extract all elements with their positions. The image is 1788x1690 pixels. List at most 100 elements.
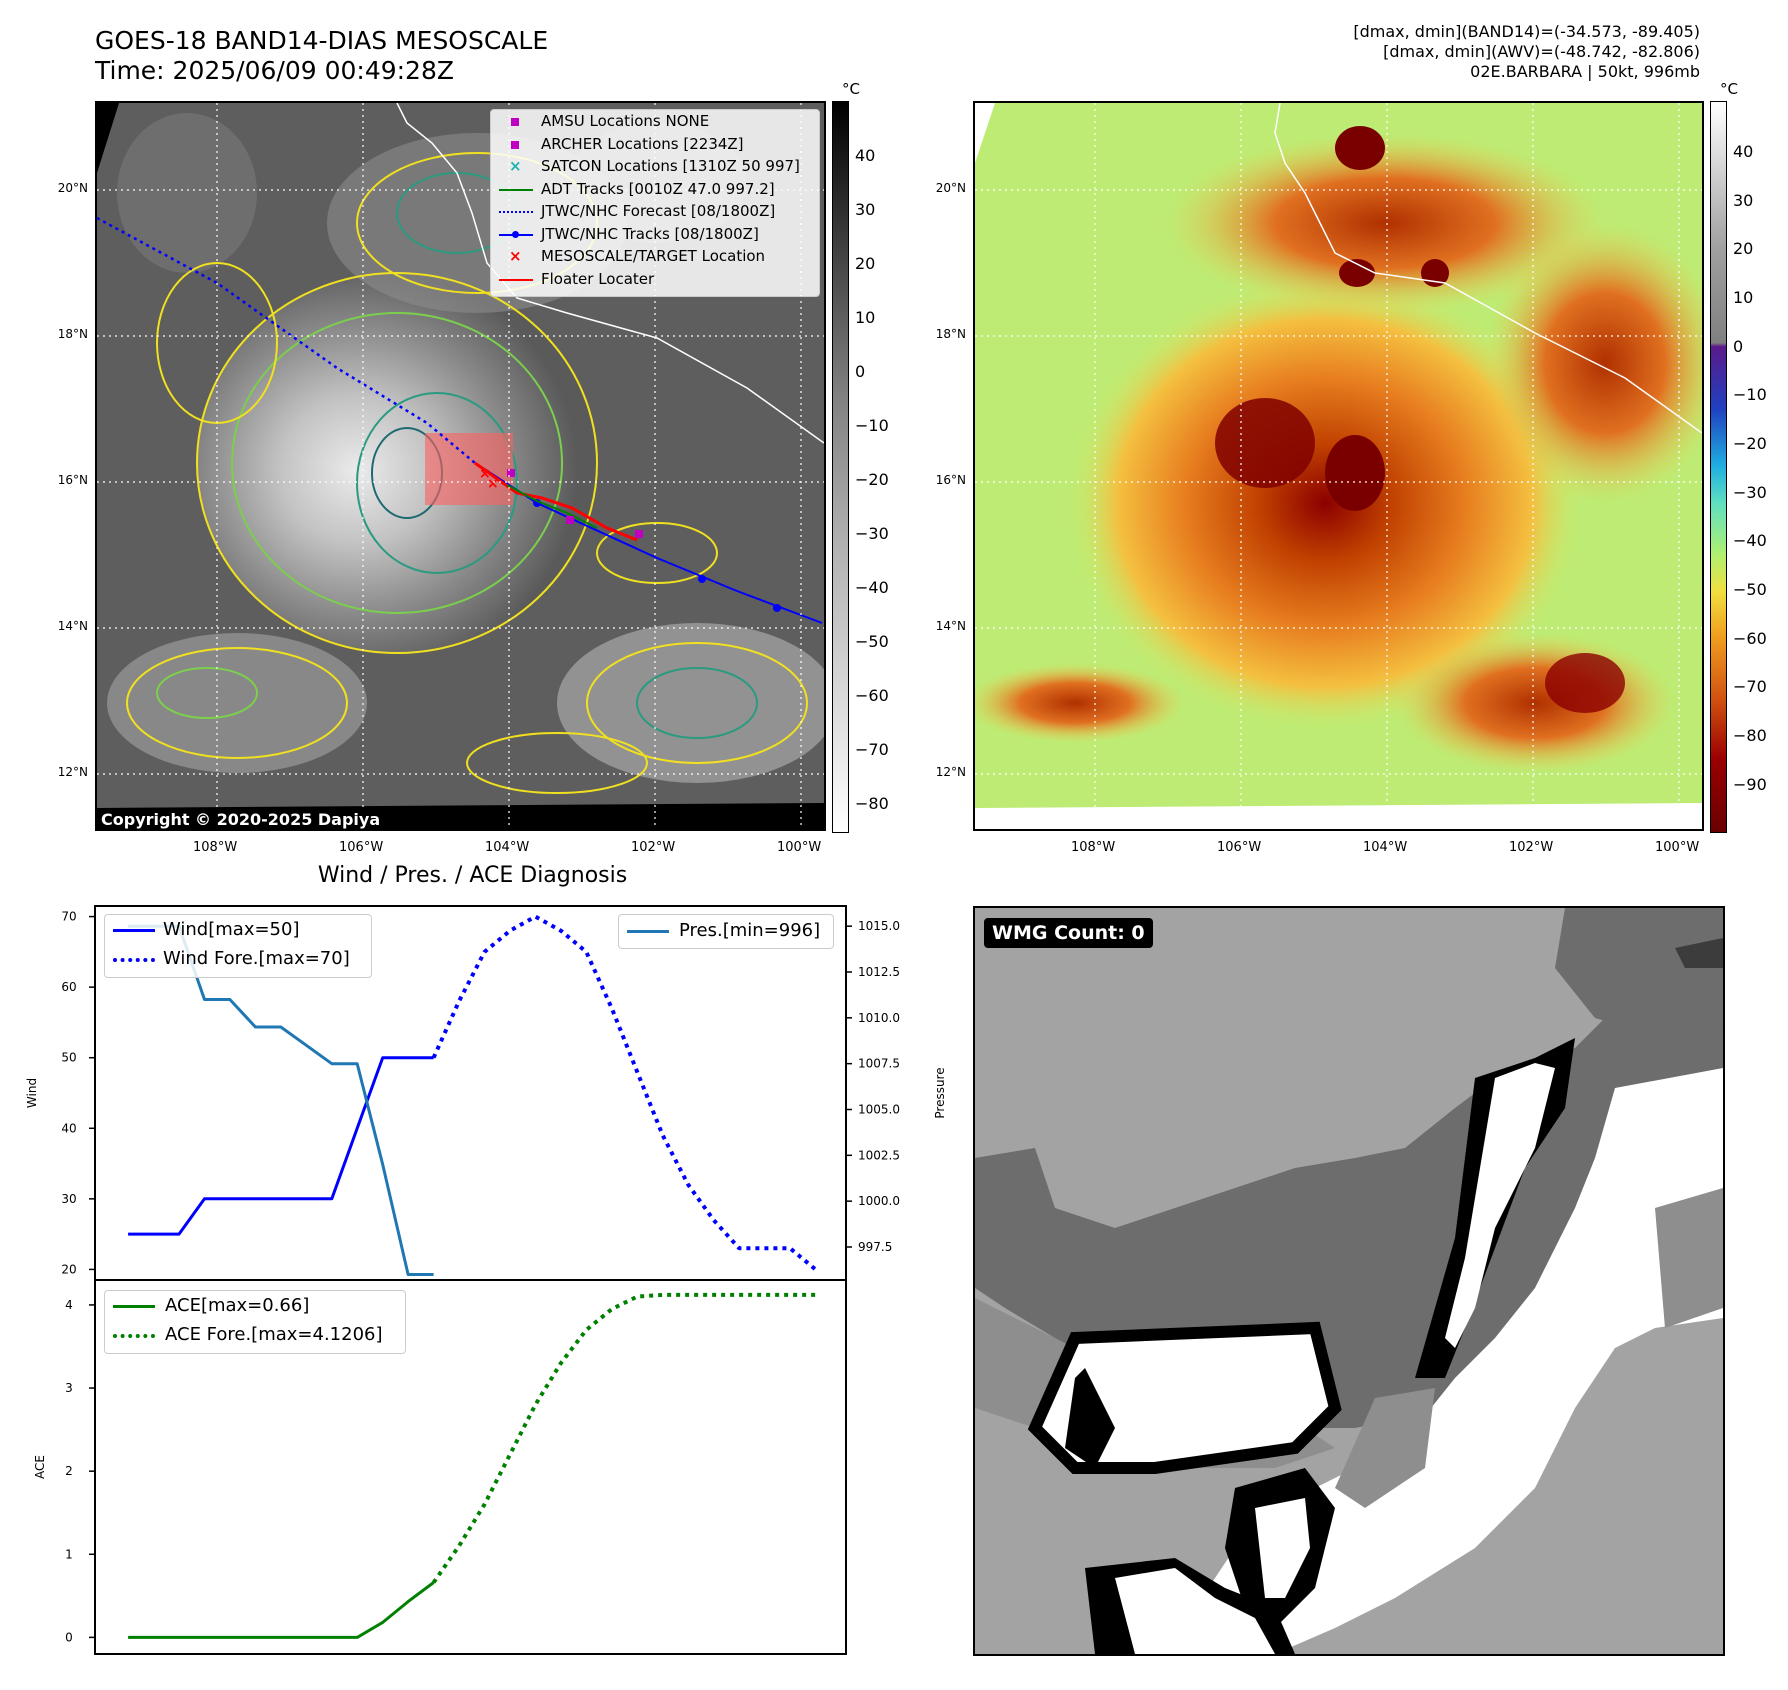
lon-label: 106°W [1217,840,1262,855]
line-icon [113,929,155,932]
lat-label: 14°N [57,619,88,633]
legend-item-wind-fore: Wind Fore.[max=70] [105,944,371,973]
legend-label: ADT Tracks [0010Z 47.0 997.2] [541,179,775,198]
awv-lon-labels: 108°W 106°W 104°W 102°W 100°W [973,840,1704,858]
colorbar-tick: −80 [1733,726,1767,745]
square-icon [511,118,519,126]
tick-label: 997.5 [858,1240,892,1254]
lat-label: 16°N [935,473,966,487]
tick-label: 1012.5 [858,965,900,979]
tick-label: 30 [61,1192,76,1206]
legend-item-adt: ADT Tracks [0010Z 47.0 997.2] [491,178,819,201]
ir-lon-labels: 108°W 106°W 104°W 102°W 100°W [95,840,826,858]
legend-label: ARCHER Locations [2234Z] [541,134,744,153]
legend-label: Wind[max=50] [163,919,300,940]
tick-label: 1000.0 [858,1194,900,1208]
ir-satellite-map: × × AMSU Locations NONE ARCHER Locations… [95,101,826,831]
tick-label: 20 [61,1262,76,1276]
legend-label: SATCON Locations [1310Z 50 997] [541,157,800,175]
tick-label: 4 [65,1298,73,1312]
colorbar-tick: −80 [855,794,889,813]
legend-item-mesoscale: × MESOSCALE/TARGET Location [509,247,766,265]
wmg-count-badge: WMG Count: 0 [984,918,1153,948]
dot-icon [512,230,519,238]
tick-label: 1010.0 [858,1011,900,1025]
ace-axes [94,1279,847,1655]
lon-label: 104°W [485,840,530,855]
line-icon [499,188,533,191]
colorbar-tick: −50 [855,632,889,651]
colorbar-tick: −70 [855,740,889,759]
line-icon [627,930,669,933]
wind-line-0 [128,1056,434,1236]
legend-label: ACE[max=0.66] [165,1295,310,1316]
lat-label: 20°N [935,181,966,195]
lon-label: 108°W [193,840,238,855]
colorbar-tick: −50 [1733,580,1767,599]
diagnosis-title: Wind / Pres. / ACE Diagnosis [317,863,628,888]
colorbar-tick: 20 [1733,239,1754,258]
legend-label: Floater Locater [541,269,655,288]
tick-label: 0 [65,1630,73,1644]
figure-title: GOES-18 BAND14-DIAS MESOSCALE Time: 2025/… [95,26,548,86]
line-icon [113,1305,155,1308]
tick-label: 3 [65,1381,73,1395]
lon-label: 102°W [631,840,676,855]
ir-colorbar [832,101,849,833]
legend-item-archer: ARCHER Locations [2234Z] [491,133,819,156]
colorbar-tick: −10 [1733,385,1767,404]
legend-label: Wind Fore.[max=70] [163,948,350,969]
legend-label: JTWC/NHC Tracks [08/1800Z] [541,224,759,243]
ace-line-1 [431,1292,816,1584]
svg-text:×: × [479,466,491,482]
colorbar-tick: −60 [855,686,889,705]
colorbar-tick: −30 [855,524,889,543]
legend-item-ace-fore: ACE Fore.[max=4.1206] [105,1320,405,1349]
awv-lat-labels: 20°N 18°N 16°N 14°N 12°N [918,101,970,831]
tick-label: 1002.5 [858,1148,900,1162]
lat-label: 18°N [57,327,88,341]
wind-ticks: 70 60 50 40 30 20 [61,910,95,1276]
pressure-ylabel: Pressure [933,1067,947,1118]
colorbar-tick: 40 [1733,142,1754,161]
legend-item-satcon: × SATCON Locations [1310Z 50 997] [509,157,800,175]
colorbar-tick: −40 [855,578,889,597]
square-icon [511,140,519,149]
ir-lat-labels: 20°N 18°N 16°N 14°N 12°N [40,101,92,831]
legend-label: ACE Fore.[max=4.1206] [165,1324,383,1345]
legend-label: AMSU Locations NONE [541,112,710,130]
legend-item-forecast: JTWC/NHC Forecast [08/1800Z] [491,200,819,223]
wmg-map-graphic [975,908,1723,1654]
svg-text:×: × [487,476,499,492]
tick-label: 1 [65,1547,73,1561]
tick-label: 70 [61,910,76,924]
colorbar-tick: −90 [1733,775,1767,794]
legend-label: JTWC/NHC Forecast [08/1800Z] [541,202,776,220]
ace-legend: ACE[max=0.66] ACE Fore.[max=4.1206] [104,1290,406,1354]
storm-summary: [dmax, dmin](BAND14)=(-34.573, -89.405) … [1353,22,1700,82]
lon-label: 102°W [1509,840,1554,855]
lat-label: 16°N [57,473,88,487]
pressure-legend: Pres.[min=996] [618,914,834,949]
awv-satellite-map [973,101,1704,831]
colorbar-tick: −60 [1733,629,1767,648]
wind-ylabel: Wind [25,1078,39,1108]
ace-series [128,1292,816,1639]
colorbar-tick: −20 [1733,434,1767,453]
tick-label: 1015.0 [858,919,900,933]
awv-colorbar [1710,101,1727,833]
lat-label: 18°N [935,327,966,341]
tick-label: 1007.5 [858,1057,900,1071]
wmg-map [973,906,1725,1656]
band14-range: [dmax, dmin](BAND14)=(-34.573, -89.405) [1353,22,1700,41]
colorbar-tick: 0 [855,362,866,381]
lat-label: 14°N [935,619,966,633]
ace-ylabel: ACE [33,1455,47,1479]
wind-line-1 [431,914,817,1271]
copyright-badge: Copyright © 2020-2025 Dapiya [95,808,387,831]
colorbar-tick: −40 [1733,531,1767,550]
ir-colorbar-unit: °C [842,80,860,98]
line-icon [499,278,533,281]
legend-item-ace: ACE[max=0.66] [105,1291,405,1320]
